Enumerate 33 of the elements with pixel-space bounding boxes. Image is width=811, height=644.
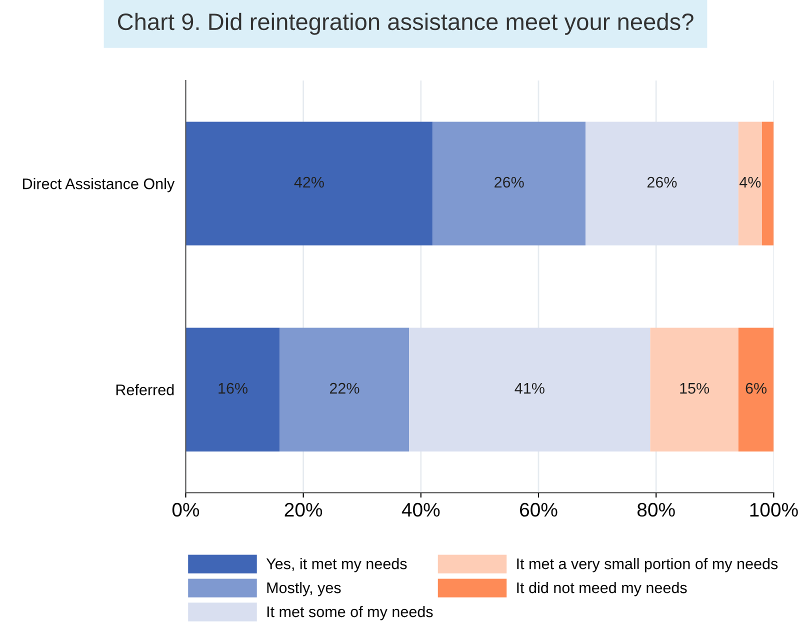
data-label: 26% bbox=[494, 176, 524, 188]
y-tick-label: Direct Assistance Only bbox=[23, 178, 175, 192]
legend-label: It did not meed my needs bbox=[517, 582, 687, 596]
x-tick-label: 80% bbox=[637, 502, 675, 517]
x-tick-label: 20% bbox=[284, 502, 322, 517]
bar bbox=[280, 328, 410, 452]
bar bbox=[586, 122, 738, 246]
x-tick-label: 40% bbox=[402, 502, 440, 517]
data-label: 6% bbox=[746, 382, 767, 394]
data-label: 42% bbox=[294, 176, 324, 188]
legend-label: Yes, it met my needs bbox=[266, 558, 407, 572]
data-label: 41% bbox=[514, 382, 544, 394]
bar bbox=[409, 328, 650, 452]
bar bbox=[186, 328, 280, 452]
data-label: 15% bbox=[680, 382, 710, 394]
data-label: 16% bbox=[218, 382, 248, 394]
bar bbox=[738, 328, 774, 452]
bar bbox=[738, 122, 762, 246]
bar bbox=[186, 122, 433, 246]
bar bbox=[650, 328, 738, 452]
data-label: 26% bbox=[647, 176, 677, 188]
x-tick-label: 0% bbox=[172, 502, 200, 517]
data-label: 22% bbox=[330, 382, 360, 394]
legend-label: Mostly, yes bbox=[267, 582, 341, 596]
y-tick-label: Referred bbox=[116, 384, 174, 396]
legend-label: It met a very small portion of my needs bbox=[517, 558, 778, 572]
legend-label: It met some of my needs bbox=[267, 606, 433, 620]
chart-title: Chart 9. Did reintegration assistance meet your needs? bbox=[118, 12, 694, 35]
bar bbox=[762, 122, 774, 246]
bar bbox=[432, 122, 586, 246]
data-label: 4% bbox=[739, 176, 761, 188]
x-tick-label: 100% bbox=[750, 502, 798, 517]
x-tick-label: 60% bbox=[520, 502, 558, 517]
